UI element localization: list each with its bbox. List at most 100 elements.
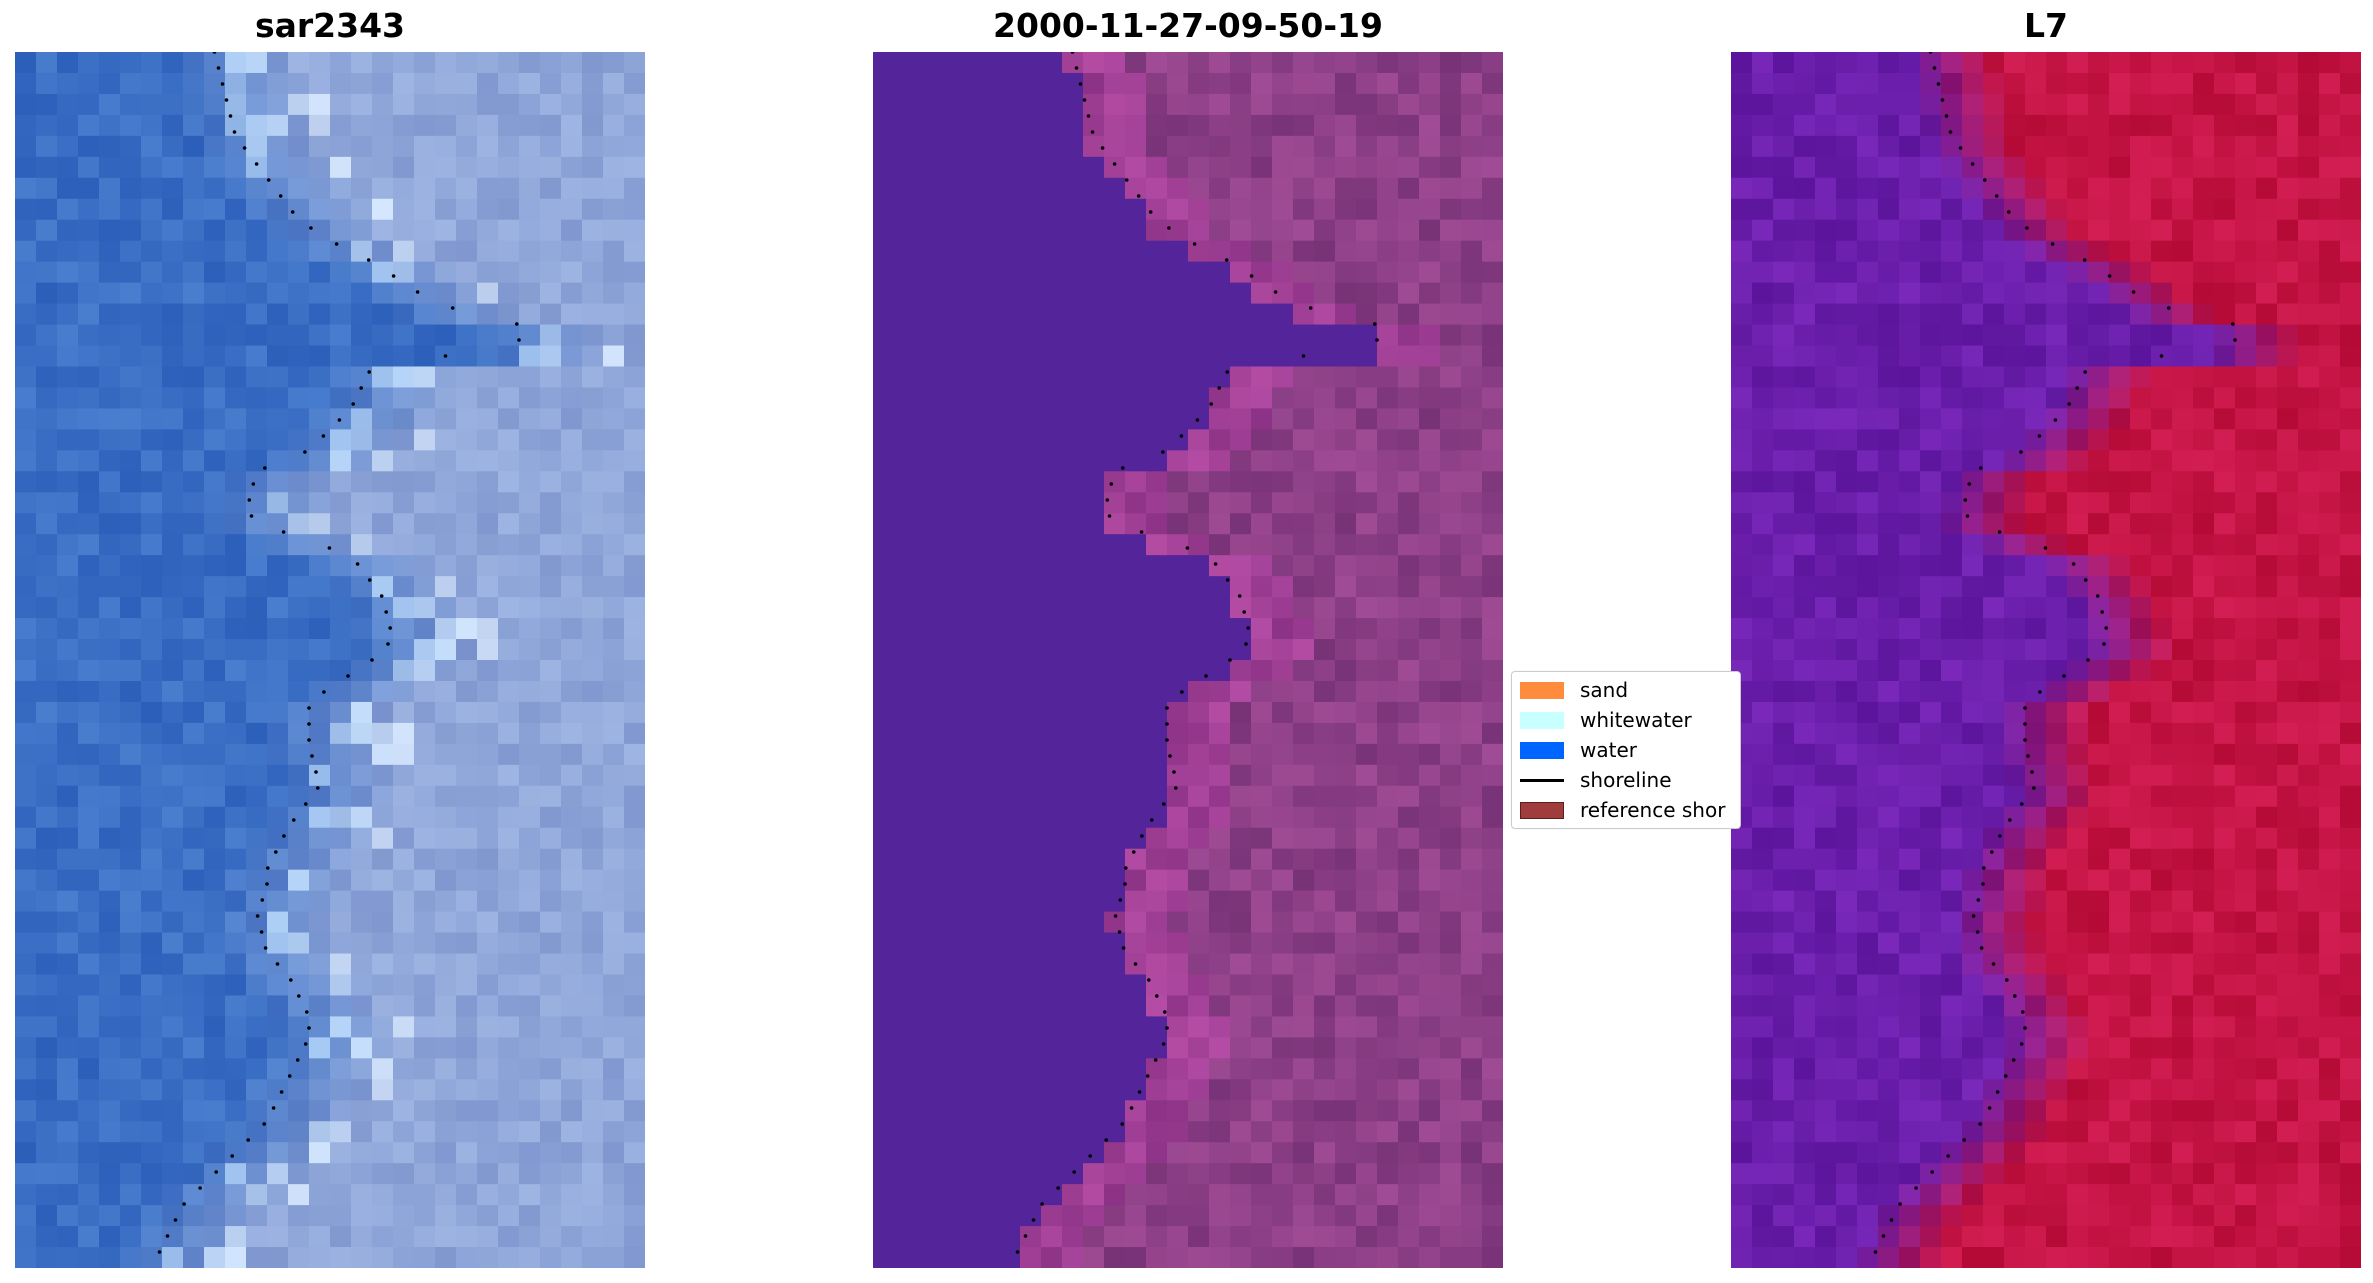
image-pixel	[624, 429, 645, 451]
image-pixel	[2340, 555, 2361, 577]
image-pixel	[957, 785, 979, 808]
image-pixel	[936, 869, 958, 892]
image-pixel	[1899, 240, 1921, 263]
image-pixel	[915, 1163, 937, 1185]
image-pixel	[915, 303, 937, 326]
image-pixel	[957, 114, 979, 137]
image-pixel	[1251, 953, 1273, 976]
image-pixel	[1230, 995, 1252, 1018]
image-pixel	[1983, 911, 2005, 934]
image-pixel	[183, 1058, 205, 1080]
image-pixel	[1899, 114, 1921, 137]
image-pixel	[582, 869, 604, 892]
image-pixel	[1794, 408, 1816, 430]
image-pixel	[141, 93, 163, 116]
image-pixel	[2088, 240, 2110, 263]
image-pixel	[519, 156, 541, 179]
image-pixel	[78, 492, 100, 514]
image-pixel	[78, 911, 100, 934]
shoreline-dot	[1185, 546, 1190, 550]
image-pixel	[978, 72, 1000, 95]
image-pixel	[894, 890, 916, 913]
image-pixel	[183, 366, 205, 389]
image-pixel	[1335, 974, 1357, 997]
image-pixel	[1062, 261, 1084, 284]
image-pixel	[1314, 282, 1336, 305]
image-pixel	[1461, 429, 1483, 451]
image-pixel	[1440, 408, 1462, 430]
image-pixel	[183, 534, 205, 556]
image-pixel	[15, 911, 37, 934]
image-pixel	[582, 785, 604, 808]
image-pixel	[1230, 198, 1252, 221]
image-pixel	[162, 282, 184, 305]
image-pixel	[1461, 785, 1483, 808]
image-pixel	[894, 534, 916, 556]
image-pixel	[141, 848, 163, 871]
image-pixel	[2109, 93, 2131, 116]
image-pixel	[999, 932, 1021, 955]
image-pixel	[603, 806, 625, 829]
image-pixel	[1461, 995, 1483, 1018]
image-pixel	[36, 660, 58, 682]
image-pixel	[2025, 764, 2047, 787]
image-pixel	[1461, 324, 1483, 347]
image-pixel	[2298, 597, 2320, 619]
image-pixel	[2025, 282, 2047, 305]
image-pixel	[624, 722, 645, 745]
image-pixel	[603, 660, 625, 682]
image-pixel	[99, 198, 121, 221]
image-pixel	[1878, 408, 1900, 430]
image-pixel	[957, 597, 979, 619]
image-pixel	[1773, 219, 1795, 242]
image-pixel	[330, 1037, 352, 1059]
image-pixel	[267, 995, 289, 1018]
image-pixel	[1104, 743, 1126, 766]
image-pixel	[204, 701, 226, 724]
image-pixel	[57, 869, 79, 892]
image-pixel	[1857, 576, 1879, 598]
image-pixel	[1167, 576, 1189, 598]
image-pixel	[1815, 156, 1837, 179]
image-pixel	[1062, 806, 1084, 829]
image-pixel	[1440, 450, 1462, 472]
image-pixel	[915, 576, 937, 598]
image-pixel	[561, 513, 583, 535]
shoreline-dot	[1118, 898, 1123, 902]
image-pixel	[1752, 932, 1774, 955]
image-pixel	[2004, 366, 2026, 389]
image-pixel	[1962, 450, 1984, 472]
image-pixel	[1899, 303, 1921, 326]
image-pixel	[873, 722, 895, 745]
image-pixel	[999, 1016, 1021, 1038]
image-pixel	[2172, 974, 2194, 997]
image-pixel	[1167, 1184, 1189, 1206]
image-pixel	[78, 995, 100, 1018]
image-pixel	[1251, 869, 1273, 892]
image-pixel	[393, 1037, 415, 1059]
image-pixel	[2130, 660, 2152, 682]
image-pixel	[1899, 492, 1921, 514]
image-pixel	[2193, 555, 2215, 577]
image-pixel	[1419, 282, 1441, 305]
image-pixel	[2298, 177, 2320, 200]
image-pixel	[999, 701, 1021, 724]
image-pixel	[435, 52, 457, 74]
image-pixel	[2277, 953, 2299, 976]
image-pixel	[1461, 911, 1483, 934]
image-pixel	[1272, 177, 1294, 200]
image-pixel	[1398, 52, 1420, 74]
image-pixel	[1041, 555, 1063, 577]
image-pixel	[1335, 1247, 1357, 1268]
image-pixel	[582, 932, 604, 955]
image-pixel	[1272, 534, 1294, 556]
image-pixel	[1419, 995, 1441, 1018]
image-pixel	[1041, 1037, 1063, 1059]
image-pixel	[999, 1037, 1021, 1059]
image-pixel	[288, 995, 310, 1018]
image-pixel	[15, 240, 37, 263]
image-pixel	[2256, 806, 2278, 829]
image-pixel	[1419, 555, 1441, 577]
image-pixel	[873, 869, 895, 892]
image-pixel	[1293, 785, 1315, 808]
